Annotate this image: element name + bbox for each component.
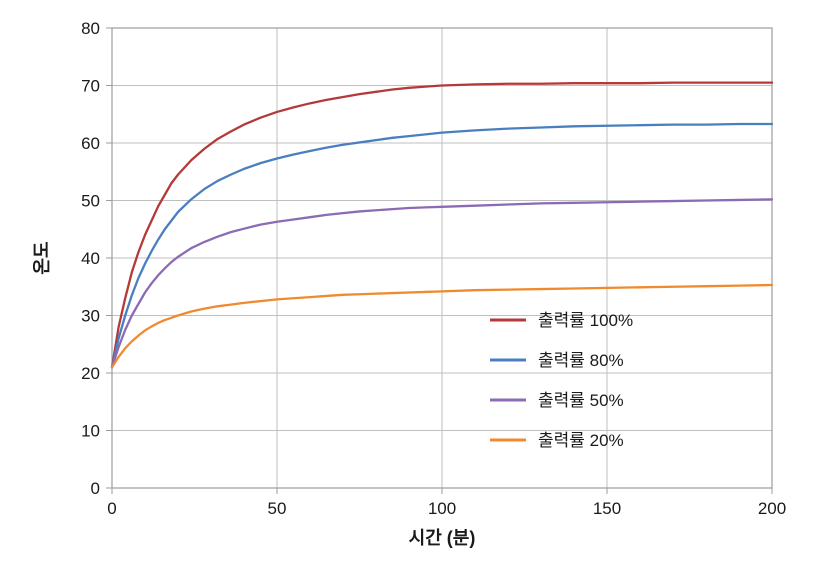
svg-text:0: 0 [107, 499, 116, 518]
x-axis-title: 시간 (분) [409, 528, 476, 548]
svg-text:30: 30 [81, 307, 100, 326]
legend-label: 출력률 50% [538, 391, 624, 410]
line-chart: 0 50 100 150 200 0 10 20 30 40 50 60 70 80 시간 (분) 온도출력률… [0, 0, 813, 575]
legend-label: 출력률 80% [538, 351, 624, 370]
svg-text:0: 0 [91, 479, 100, 498]
svg-text:70: 70 [81, 77, 100, 96]
svg-text:200: 200 [758, 499, 786, 518]
legend-label: 출력률 100% [538, 311, 633, 330]
svg-text:10: 10 [81, 422, 100, 441]
svg-text:20: 20 [81, 364, 100, 383]
legend-label: 출력률 20% [538, 431, 624, 450]
svg-text:80: 80 [81, 19, 100, 38]
svg-text:40: 40 [81, 249, 100, 268]
svg-text:50: 50 [268, 499, 287, 518]
svg-text:50: 50 [81, 192, 100, 211]
svg-text:60: 60 [81, 134, 100, 153]
svg-text:100: 100 [428, 499, 456, 518]
chart-svg: 0 50 100 150 200 0 10 20 30 40 50 60 70 80 시간 (분) 온도출력률… [0, 0, 813, 575]
svg-text:150: 150 [593, 499, 621, 518]
y-axis-title: 온도 [32, 241, 52, 274]
